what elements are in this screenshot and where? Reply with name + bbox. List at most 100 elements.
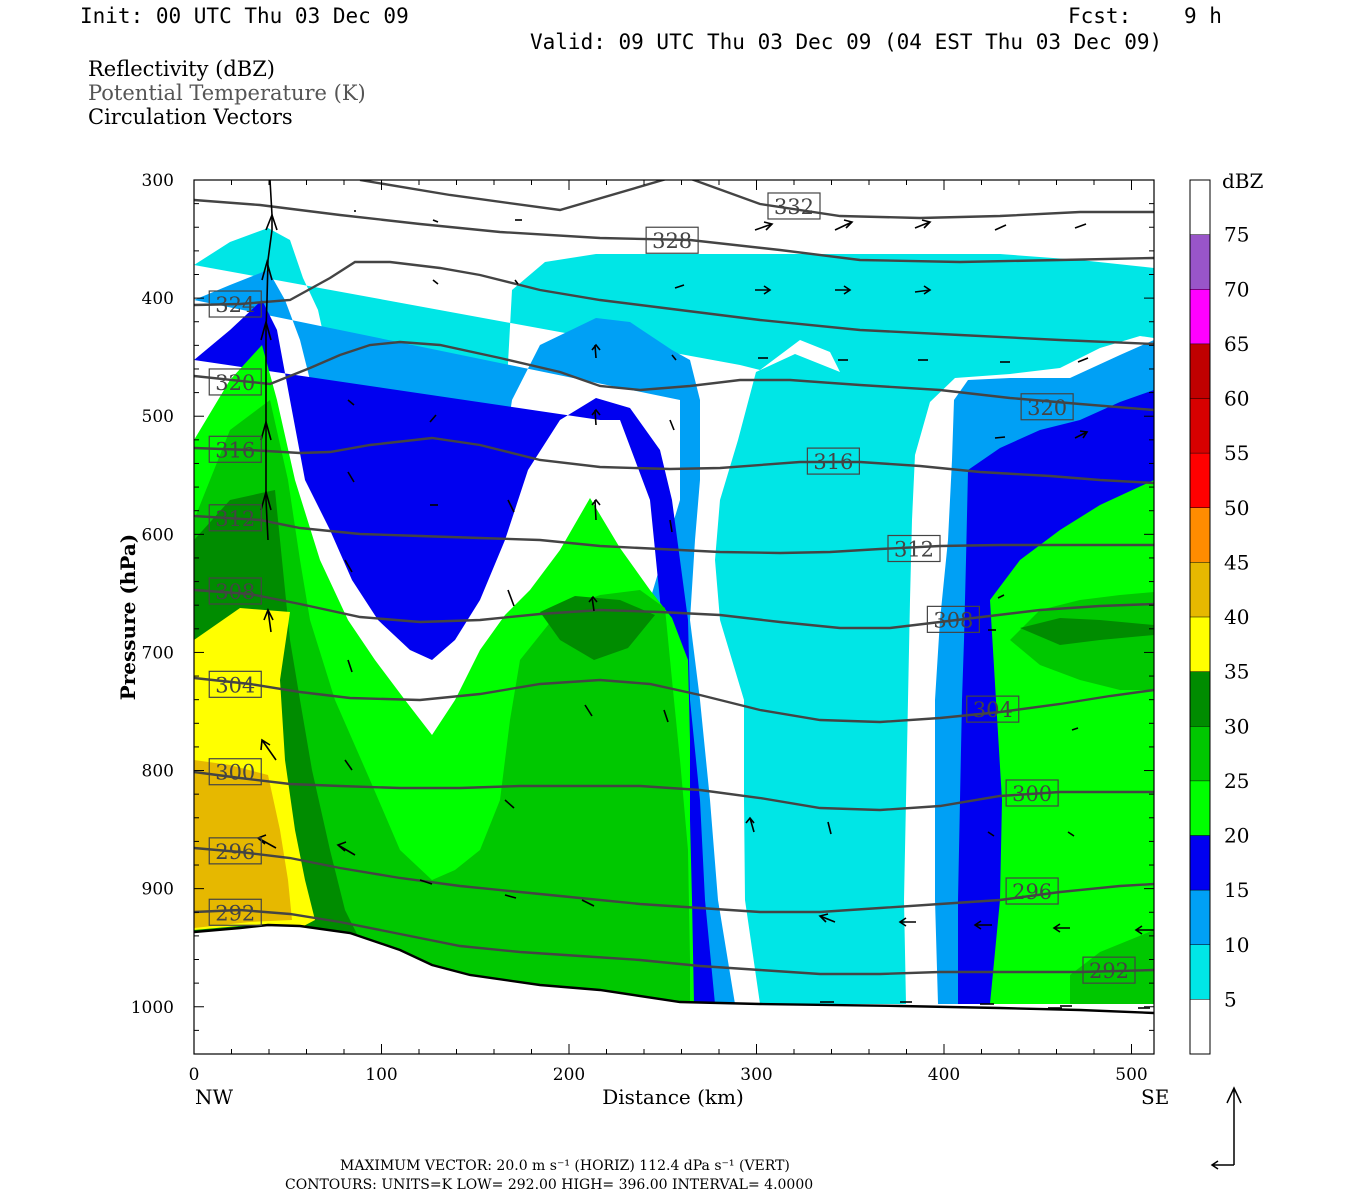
se-label: SE <box>1141 1085 1169 1109</box>
colorbar-level-label: 60 <box>1224 387 1249 411</box>
x-axis-label: Distance (km) <box>602 1085 744 1109</box>
vector-arrowhead <box>261 259 273 281</box>
vector-arrowhead <box>265 212 278 231</box>
colorbar-level-label: 40 <box>1224 605 1249 629</box>
colorbar-level-label: 20 <box>1224 824 1249 848</box>
vector-short <box>987 831 995 837</box>
theta-label-box <box>208 368 262 396</box>
theta-308 <box>194 588 1154 630</box>
x-tick-label: 500 <box>1115 1065 1147 1085</box>
y-tick-label: 1000 <box>131 998 174 1018</box>
x-tick-label: 100 <box>365 1065 397 1085</box>
colorbar-level-label: 45 <box>1224 550 1249 574</box>
colorbar-segment <box>1190 507 1210 563</box>
vector-short <box>504 799 515 809</box>
vector-main-updraft <box>265 179 273 541</box>
vector-short <box>1067 831 1075 837</box>
vector-short <box>591 343 601 359</box>
colorbar-level-label: 50 <box>1224 496 1249 520</box>
vector-short <box>997 594 1005 599</box>
theta-316 <box>194 436 1154 485</box>
forecast-label: Fcst: <box>1068 4 1132 28</box>
colorbar-segment <box>1190 671 1210 727</box>
theta-label-text: 300 <box>215 761 255 785</box>
vector-short <box>994 436 1006 439</box>
contour-info: CONTOURS: UNITS=K LOW= 292.00 HIGH= 396.… <box>285 1177 814 1193</box>
axis-ticks <box>193 179 1154 1055</box>
y-tick-label: 700 <box>142 643 174 663</box>
reference-vector-vertical <box>1226 1086 1242 1165</box>
theta-label-box <box>208 290 262 318</box>
x-tick-label: 300 <box>740 1065 772 1085</box>
field-potential-temperature: Potential Temperature (K) <box>88 81 366 105</box>
vector-short <box>754 221 774 231</box>
vector-short <box>347 471 355 483</box>
theta-label: 316 <box>208 435 262 463</box>
vector-short <box>1071 727 1079 731</box>
reference-vector-horizontal <box>1210 1160 1234 1170</box>
theta-label-box <box>208 670 262 698</box>
theta-label-text: 292 <box>1089 959 1129 983</box>
theta-label-box <box>208 758 262 786</box>
field-circulation-vectors: Circulation Vectors <box>88 105 293 129</box>
vector-diagonal <box>263 608 274 633</box>
colorbar-level-label: 25 <box>1224 769 1249 793</box>
theta-292 <box>194 908 1154 976</box>
colorbar-level-label: 55 <box>1224 441 1249 465</box>
colorbar-segment <box>1190 999 1210 1054</box>
vector-short <box>914 219 932 229</box>
refl-30-area-right <box>1020 618 1154 645</box>
theta-label-text: 304 <box>973 698 1013 722</box>
x-tick-label: 400 <box>928 1065 960 1085</box>
theta-label: 292 <box>1082 956 1136 984</box>
theta-label-text: 304 <box>215 673 255 697</box>
theta-label-text: 292 <box>215 901 255 925</box>
theta-label-box <box>966 695 1020 723</box>
colorbar-segment <box>1190 944 1210 1000</box>
valid-time: Valid: 09 UTC Thu 03 Dec 09 (04 EST Thu … <box>530 30 1163 54</box>
vector-short <box>344 559 353 573</box>
theta-label-text: 324 <box>215 293 255 317</box>
theta-label-box <box>806 447 860 475</box>
theta-304 <box>194 676 1154 724</box>
colorbar-segment <box>1190 562 1210 617</box>
y-tick-label: 400 <box>142 289 174 309</box>
vector-short <box>663 709 669 723</box>
theta-label-text: 316 <box>813 450 853 474</box>
theta-label-text: 320 <box>1027 396 1067 420</box>
theta-328 <box>194 198 1154 264</box>
vector-short <box>834 219 854 231</box>
theta-label-box <box>208 837 262 865</box>
theta-label-text: 316 <box>215 438 255 462</box>
theta-label-box <box>1005 779 1059 807</box>
vector-short <box>674 284 685 289</box>
colorbar-segment <box>1190 726 1210 781</box>
theta-label-box <box>645 226 699 254</box>
vector-short <box>584 704 593 717</box>
theta-label-box <box>767 192 821 220</box>
colorbar-segment <box>1190 890 1210 945</box>
theta-label-box <box>208 577 262 605</box>
colorbar-unit: dBZ <box>1222 169 1264 193</box>
colorbar-level-label: 35 <box>1224 660 1249 684</box>
colorbar-level-label: 5 <box>1224 987 1237 1011</box>
theta-label: 300 <box>1005 779 1059 807</box>
vector-short <box>1077 357 1089 363</box>
circulation-vectors <box>256 179 1154 1009</box>
y-axis-label: Pressure (hPa) <box>116 534 140 701</box>
theta-label: 308 <box>208 577 262 605</box>
reflectivity-field <box>194 228 1154 1054</box>
theta-label: 300 <box>208 758 262 786</box>
vector-short <box>429 414 437 423</box>
vector-short <box>745 816 755 833</box>
vector-short <box>914 285 932 295</box>
colorbar-level-label: 75 <box>1224 223 1249 247</box>
vector-diagonal <box>260 738 277 761</box>
vector-arrowhead <box>260 419 272 441</box>
vector-short <box>755 285 772 295</box>
colorbar-level-label: 65 <box>1224 332 1249 356</box>
vector-short <box>581 899 595 907</box>
theta-label-box <box>926 605 980 633</box>
theta-label-text: 320 <box>215 371 255 395</box>
refl-40-area <box>194 760 292 928</box>
